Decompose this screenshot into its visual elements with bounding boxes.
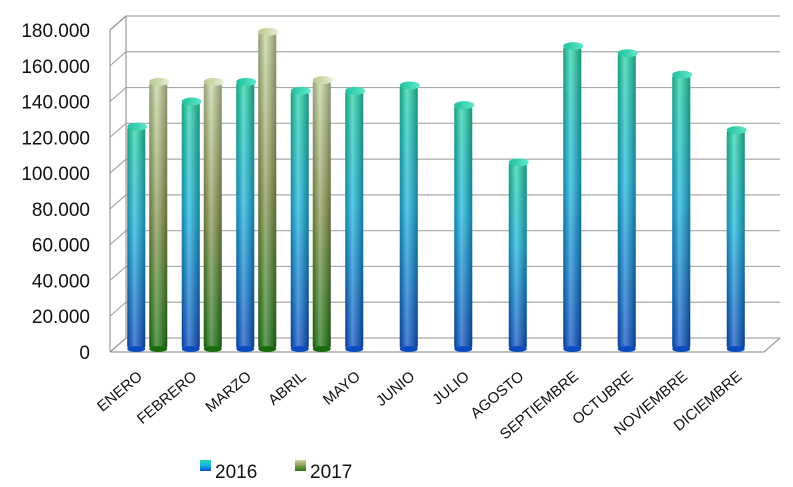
bar-2017-abril xyxy=(312,76,333,352)
bar-base xyxy=(127,346,146,352)
bar-top xyxy=(617,49,638,58)
bar-2016-marzo xyxy=(236,77,257,352)
bar-top xyxy=(203,77,224,86)
side-wall-edge xyxy=(109,15,127,352)
bar-base xyxy=(236,346,255,352)
bar-base xyxy=(563,346,582,352)
bar-base xyxy=(399,346,418,352)
y-tick-label: 180.000 xyxy=(21,21,90,42)
bar-shade xyxy=(236,81,255,349)
legend-label-2017: 2017 xyxy=(310,462,352,483)
y-tick-label: 20.000 xyxy=(32,307,90,328)
bar-base xyxy=(290,346,309,352)
bar-top xyxy=(181,97,202,106)
y-tick-label: 60.000 xyxy=(32,236,90,257)
y-tick-label: 160.000 xyxy=(21,57,90,78)
bar-top xyxy=(508,158,529,167)
bar-shade xyxy=(312,80,331,349)
bar-top xyxy=(454,101,475,110)
gridline xyxy=(109,15,780,31)
bar-2016-enero xyxy=(127,122,148,352)
floor-edge xyxy=(110,337,781,353)
back-wall-edge xyxy=(109,16,127,353)
bar-top xyxy=(127,122,148,131)
bar-top xyxy=(672,70,693,79)
legend-swatch-2017 xyxy=(295,460,306,471)
bar-top xyxy=(345,86,366,95)
bar-shade xyxy=(258,31,277,350)
bar-shade xyxy=(345,90,364,350)
bar-shade xyxy=(508,162,527,349)
bar-2017-febrero xyxy=(203,77,224,352)
bar-base xyxy=(672,346,691,352)
bar-base xyxy=(726,346,745,352)
bar-top xyxy=(290,86,311,95)
bar-base xyxy=(258,346,277,352)
bar-base xyxy=(617,346,636,352)
bar-2016-mayo xyxy=(345,86,366,352)
bar-2016-febrero xyxy=(181,97,202,352)
bar-2016-junio xyxy=(399,81,420,352)
bar-2016-septiembre xyxy=(563,42,584,352)
bar-2017-enero xyxy=(149,77,170,352)
x-tick-label: MARZO xyxy=(202,368,254,416)
bar-base xyxy=(149,346,168,352)
bar-base xyxy=(454,346,473,352)
y-tick-label: 40.000 xyxy=(32,271,90,292)
x-tick-label: ABRIL xyxy=(265,368,309,409)
bar-top xyxy=(726,126,747,135)
x-tick-label: JULIO xyxy=(429,368,472,408)
bar-base xyxy=(181,346,200,352)
x-tick-label: MAYO xyxy=(320,368,364,409)
bar-base xyxy=(203,346,222,352)
x-tick-label: FEBRERO xyxy=(134,368,200,428)
bar-2017-marzo xyxy=(258,27,279,352)
x-tick-label: ENERO xyxy=(94,368,146,415)
x-tick-label: JUNIO xyxy=(373,368,418,410)
legend-swatch-2016 xyxy=(200,460,211,471)
bar-shade xyxy=(181,101,200,349)
bar-shade xyxy=(726,130,745,349)
bar-top xyxy=(399,81,420,90)
bar-top xyxy=(312,76,333,85)
bar-shade xyxy=(563,46,582,349)
bar-2016-julio xyxy=(454,101,475,352)
legend-label-2016: 2016 xyxy=(215,462,257,483)
bar-2016-abril xyxy=(290,86,311,352)
y-tick-label: 80.000 xyxy=(32,200,90,221)
y-tick-label: 100.000 xyxy=(21,164,90,185)
bar-base xyxy=(312,346,331,352)
bar-2016-agosto xyxy=(508,158,529,352)
bar-top xyxy=(563,42,584,51)
bar-shade xyxy=(617,53,636,349)
gridline xyxy=(109,51,780,67)
y-tick-label: 0 xyxy=(79,343,90,364)
bar-shade xyxy=(203,81,222,349)
bar-base xyxy=(508,346,527,352)
bar-shade xyxy=(290,90,309,350)
bar-shade xyxy=(672,74,691,349)
legend: 2016 2017 xyxy=(200,460,352,483)
bar-shade xyxy=(149,81,168,349)
bar-2016-octubre xyxy=(617,49,638,352)
bar-top xyxy=(236,77,257,86)
bar-top xyxy=(258,27,279,36)
bar-2016-diciembre xyxy=(726,126,747,352)
bar-shade xyxy=(127,126,146,349)
y-tick-label: 120.000 xyxy=(21,128,90,149)
y-tick-label: 140.000 xyxy=(21,93,90,114)
bar-shade xyxy=(399,85,418,349)
bar-top xyxy=(149,77,170,86)
bar-2016-noviembre xyxy=(672,70,693,352)
bar-shade xyxy=(454,105,473,349)
bar-base xyxy=(345,346,364,352)
